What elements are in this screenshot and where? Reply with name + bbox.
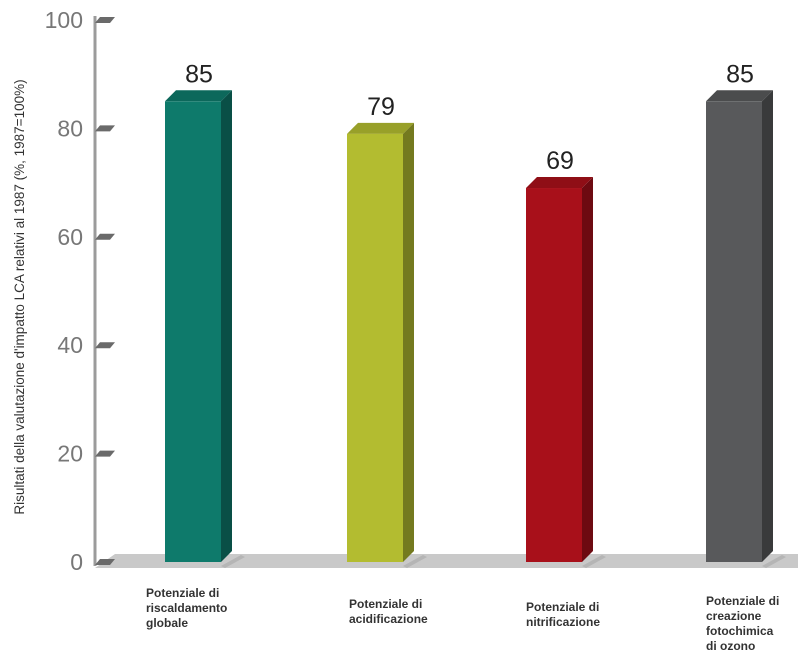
bar: 79 [347,93,427,568]
y-tick-label: 60 [57,224,83,250]
bar-side [221,90,232,563]
bar-side [582,177,593,562]
bar: 85 [165,60,245,568]
bars-group: 85 79 69 85 [165,60,786,568]
y-tick-label: 100 [45,7,83,33]
y-axis: 0 20 40 60 80 100 [45,7,115,575]
bar-shadow [762,555,786,568]
bar-front [165,101,221,563]
bar-value-label: 79 [367,93,395,121]
x-category-label: Potenziale di creazione fotochimica di o… [706,594,780,653]
x-category-label: Potenziale di acidificazione [349,597,428,626]
bar-top [347,122,414,134]
bar-side [762,90,773,563]
bar-front [347,133,403,562]
y-tick-mark [95,233,115,240]
x-category-label: Potenziale di riscaldamento globale [146,586,228,630]
bar-shadow [403,555,427,568]
bar-top [526,177,593,189]
y-tick-label: 0 [70,549,83,575]
y-tick-mark [95,450,115,457]
y-tick-label: 40 [57,332,83,358]
x-category-label: Potenziale di nitrificazione [526,600,601,629]
floor-plane [95,554,798,568]
bar-top [706,90,773,102]
bar-value-label: 85 [726,60,754,88]
bar: 69 [526,147,606,568]
bar-front [526,188,582,562]
y-tick-mark [95,125,115,132]
y-tick-mark [95,342,115,349]
y-tick-label: 80 [57,115,83,141]
y-tick-label: 20 [57,441,83,467]
bar-value-label: 85 [185,60,213,88]
bar: 85 [706,60,786,568]
bar-value-label: 69 [546,147,574,175]
y-tick-mark [95,559,115,565]
bar-shadow [221,555,245,568]
chart-floor [95,554,798,568]
y-tick-mark [95,17,115,23]
bar-shadow [582,555,606,568]
y-axis-label: Risultati della valutazione d'impatto LC… [12,79,27,514]
bar-front [706,101,762,563]
bar-top [165,90,232,102]
bar-side [403,122,414,562]
